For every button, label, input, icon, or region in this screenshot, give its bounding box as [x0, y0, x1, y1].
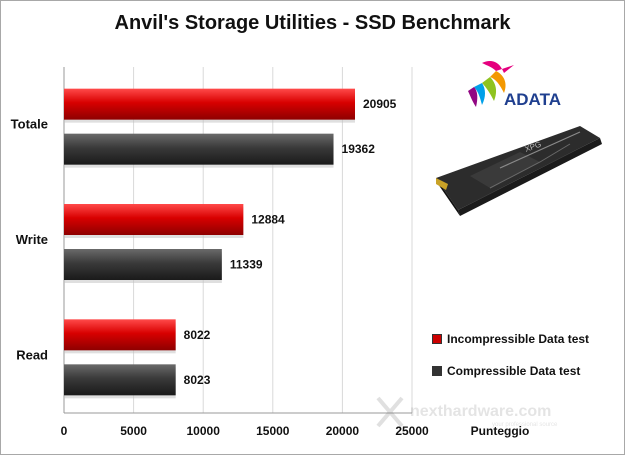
legend-item-compressible: Compressible Data test [432, 363, 589, 379]
data-label-totale-incompressible: 20905 [363, 97, 397, 111]
ssd-product-image: XPG [436, 126, 602, 216]
grid-lines [63, 67, 413, 414]
data-label-read-incompressible: 8022 [184, 328, 211, 342]
category-label-write: Write [16, 232, 48, 247]
x-axis-title: Punteggio [471, 424, 530, 438]
watermark-tagline: your professional source [492, 422, 558, 428]
data-label-write-incompressible: 12884 [251, 213, 285, 227]
legend-label-incompressible: Incompressible Data test [447, 332, 590, 346]
x-tick-label-10000: 10000 [187, 424, 221, 438]
legend-swatch-dark [432, 366, 442, 376]
x-tick-label-20000: 20000 [326, 424, 360, 438]
data-label-read-compressible: 8023 [184, 373, 211, 387]
bar-totale-compressible [64, 133, 334, 165]
legend-label-compressible: Compressible Data test [447, 364, 581, 378]
category-label-totale: Totale [11, 117, 48, 132]
chart-title: Anvil's Storage Utilities - SSD Benchmar… [114, 12, 511, 34]
bar-totale-incompressible [64, 88, 355, 120]
nexthardware-logo-icon [376, 396, 404, 428]
x-tick-label-15000: 15000 [256, 424, 290, 438]
bar-write-incompressible [64, 204, 244, 235]
x-tick-label-5000: 5000 [120, 424, 147, 438]
bar-write-compressible [64, 249, 222, 280]
legend: Incompressible Data test Compressible Da… [432, 331, 589, 395]
labels: 0 5000 10000 15000 20000 25000 Punteggio Totale… [11, 97, 530, 438]
bars [64, 88, 355, 399]
bar-read-compressible [64, 364, 176, 396]
bar-read-incompressible [64, 319, 176, 351]
x-tick-label-25000: 25000 [395, 424, 429, 438]
x-tick-label-0: 0 [61, 424, 68, 438]
data-label-write-compressible: 11339 [230, 258, 263, 272]
category-label-read: Read [16, 347, 48, 362]
data-label-totale-compressible: 19362 [342, 142, 376, 156]
adata-logo: ADATA [468, 61, 561, 109]
hummingbird-icon [468, 61, 514, 107]
nexthardware-watermark: nexthardware.com your professional sourc… [376, 396, 558, 428]
adata-wordmark: ADATA [504, 90, 561, 109]
legend-item-incompressible: Incompressible Data test [432, 331, 589, 347]
legend-swatch-red [432, 334, 442, 344]
watermark-text: nexthardware.com [410, 403, 551, 420]
